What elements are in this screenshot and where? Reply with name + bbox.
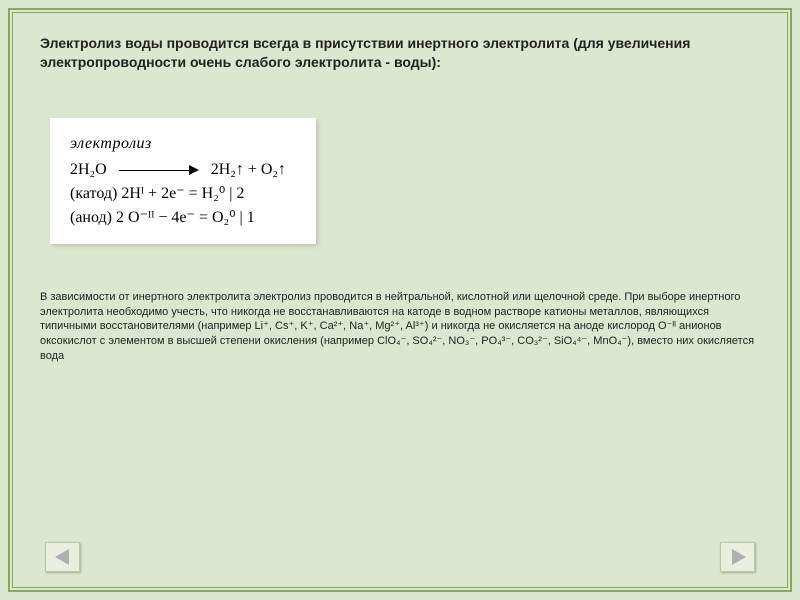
equation-header: электролиз bbox=[70, 132, 286, 156]
equation-overall: 2H₂O 2H₂↑ + O₂↑ bbox=[70, 158, 286, 182]
triangle-left-icon bbox=[53, 549, 73, 565]
equation-anode: (анод) 2 О⁻ᴵᴵ − 4e⁻ = O₂⁰ | 1 bbox=[70, 206, 286, 230]
equation-cathode: (катод) 2Hᴵ + 2e⁻ = H₂⁰ | 2 bbox=[70, 182, 286, 206]
slide-body-text: В зависимости от инертного электролита э… bbox=[40, 290, 760, 364]
nav-controls bbox=[45, 542, 755, 572]
equation-box: электролиз 2H₂O 2H₂↑ + O₂↑ (катод) 2Hᴵ +… bbox=[50, 118, 316, 244]
slide: Электролиз воды проводится всегда в прис… bbox=[0, 0, 800, 600]
prev-button[interactable] bbox=[45, 542, 80, 572]
triangle-right-icon bbox=[728, 549, 748, 565]
slide-title: Электролиз воды проводится всегда в прис… bbox=[40, 34, 760, 72]
equation-lhs: 2H₂O bbox=[70, 161, 107, 178]
next-button[interactable] bbox=[720, 542, 755, 572]
arrow-icon bbox=[119, 163, 199, 177]
equation-rhs: 2H₂↑ + O₂↑ bbox=[211, 161, 286, 178]
